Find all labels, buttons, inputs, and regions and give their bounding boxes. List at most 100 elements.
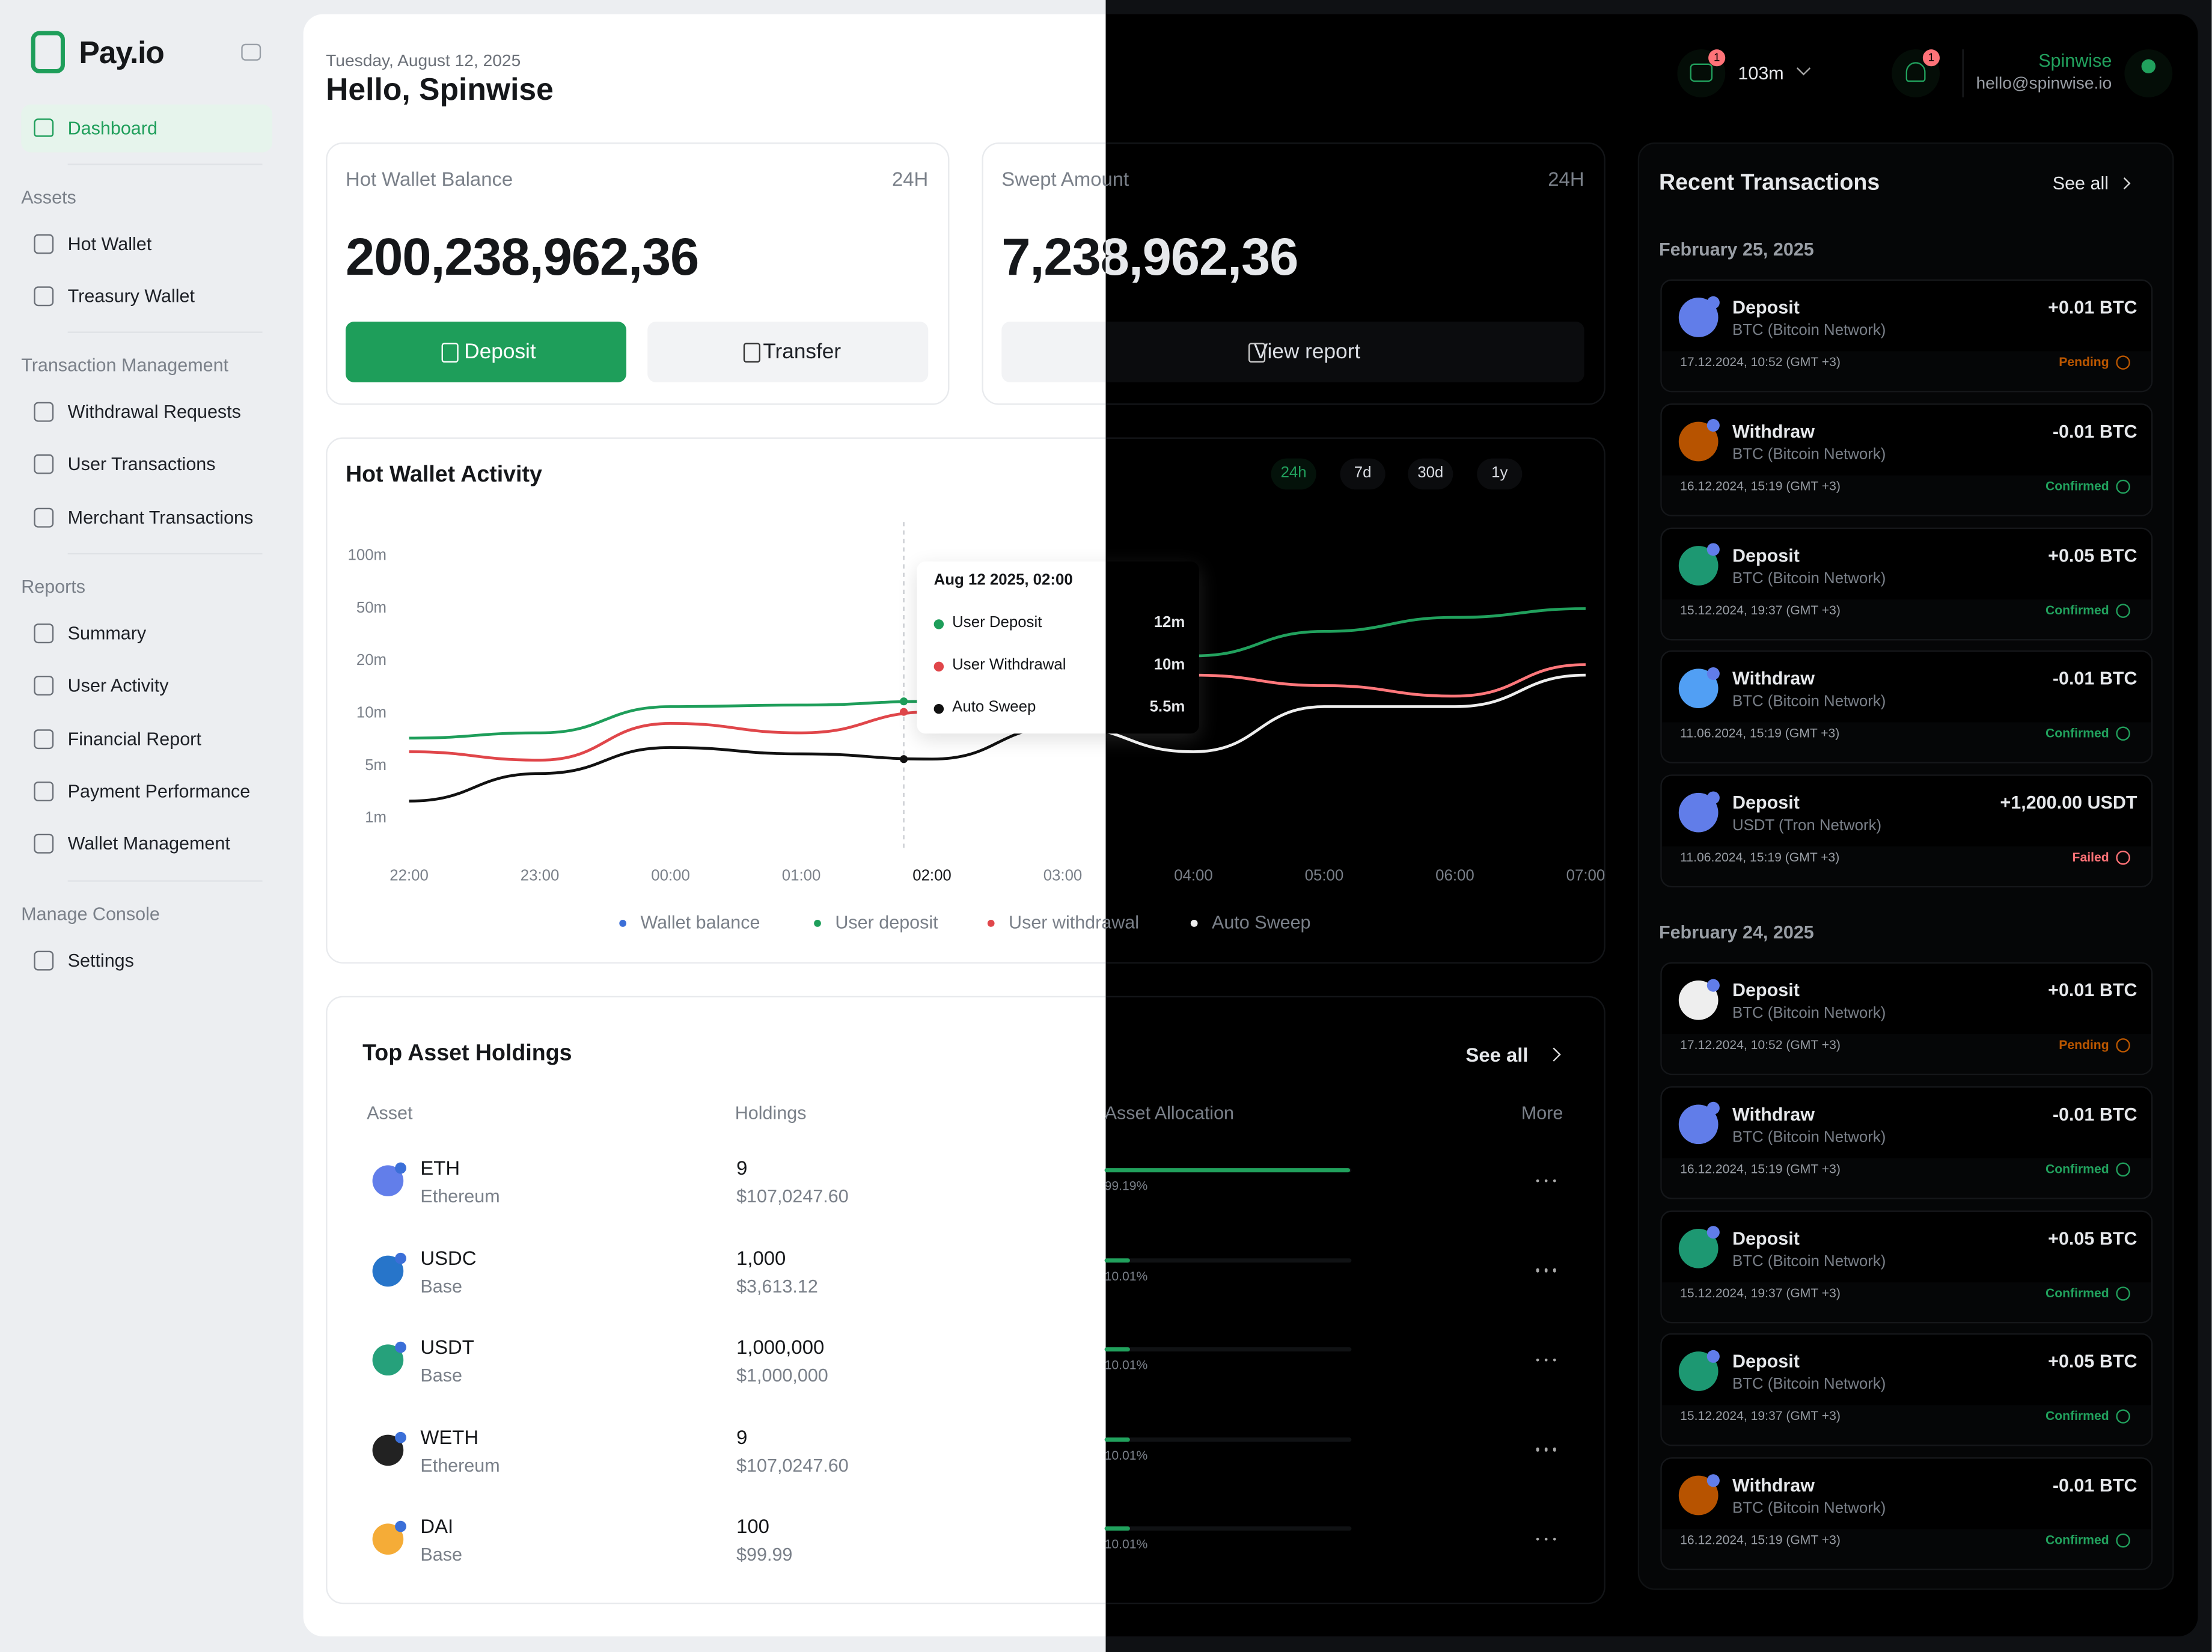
- transaction-time: 16.12.2024, 15:19 (GMT +3): [1680, 1161, 1841, 1176]
- transaction-amount: +0.05 BTC: [2048, 544, 2137, 566]
- collapse-button[interactable]: [241, 43, 261, 61]
- badge-count: 1: [1928, 50, 1935, 64]
- nav-icon: [34, 676, 54, 696]
- card-title: Top Asset Holdings: [362, 1041, 572, 1066]
- button[interactable]: [345, 322, 627, 382]
- brand: Pay.io: [79, 35, 164, 70]
- x-tick-label: 05:00: [1305, 867, 1344, 884]
- nav-item[interactable]: Summary: [67, 622, 147, 644]
- transaction-type: Withdraw: [1732, 668, 1815, 690]
- more-dot: [1536, 1268, 1540, 1273]
- period-select[interactable]: 103m: [1738, 62, 1784, 84]
- transaction-time: 15.12.2024, 19:37 (GMT +3): [1680, 1409, 1841, 1424]
- holding-usd: $3,613.12: [736, 1274, 818, 1296]
- see-all[interactable]: See all: [2052, 172, 2109, 194]
- network-badge: [395, 1162, 406, 1174]
- see-all[interactable]: See all: [1465, 1043, 1529, 1066]
- allocation-label: 10.01%: [1104, 1357, 1148, 1372]
- button-label[interactable]: View report: [1253, 340, 1361, 364]
- transaction-network: BTC (Bitcoin Network): [1732, 322, 1886, 340]
- x-tick-label: 22:00: [390, 867, 429, 884]
- x-tick-label: 06:00: [1435, 867, 1474, 884]
- x-tick-label: 02:00: [912, 867, 952, 884]
- nav-item[interactable]: Payment Performance: [67, 780, 251, 802]
- transaction-amount: +0.05 BTC: [2048, 1227, 2137, 1249]
- section-title: Manage Console: [21, 903, 160, 925]
- section-title: Reports: [21, 575, 86, 598]
- nav-item[interactable]: User Activity: [67, 675, 169, 697]
- transaction-time: 16.12.2024, 15:19 (GMT +3): [1680, 479, 1841, 493]
- x-tick-label: 01:00: [782, 867, 821, 884]
- transaction-status: Confirmed: [2045, 1409, 2109, 1424]
- transaction-amount: -0.01 BTC: [2052, 1475, 2137, 1496]
- divider: [67, 164, 263, 165]
- button-label[interactable]: Transfer: [763, 340, 842, 364]
- status-icon: [2116, 1286, 2130, 1300]
- badge-count: 1: [1713, 50, 1720, 64]
- transaction-network: BTC (Bitcoin Network): [1732, 1128, 1886, 1146]
- network-badge: [1706, 1473, 1719, 1487]
- allocation-bar: [1104, 1168, 1349, 1173]
- transaction-status: Pending: [2059, 1038, 2109, 1052]
- tooltip-value: 5.5m: [1149, 699, 1185, 716]
- button[interactable]: [647, 322, 929, 382]
- card-title: Swept Amount: [1001, 167, 1129, 190]
- tooltip-value: 12m: [1153, 614, 1185, 631]
- transaction-time: 17.12.2024, 10:52 (GMT +3): [1680, 355, 1841, 369]
- nav-item[interactable]: Dashboard: [67, 117, 157, 139]
- section-title: Transaction Management: [21, 354, 229, 376]
- holding-amount: 9: [736, 1425, 748, 1448]
- nav-item[interactable]: Settings: [67, 949, 134, 971]
- y-tick-label: 10m: [356, 705, 386, 721]
- nav-item[interactable]: Merchant Transactions: [67, 506, 254, 528]
- transaction-status: Pending: [2059, 355, 2109, 369]
- holding-usd: $1,000,000: [736, 1364, 828, 1386]
- nav-item[interactable]: Wallet Management: [67, 833, 230, 854]
- holding-amount: 9: [736, 1156, 748, 1179]
- nav-item[interactable]: Withdrawal Requests: [67, 400, 241, 423]
- transaction-amount: +0.01 BTC: [2048, 979, 2137, 1001]
- asset-network: Base: [420, 1543, 462, 1565]
- allocation-bar: [1104, 1526, 1129, 1531]
- nav-item[interactable]: Financial Report: [67, 727, 201, 749]
- nav-icon: [34, 454, 54, 475]
- card-period: 24H: [1548, 167, 1584, 190]
- legend-label: User deposit: [835, 911, 938, 933]
- range-label[interactable]: 7d: [1354, 465, 1372, 482]
- hover-point: [900, 755, 908, 763]
- network-badge: [1706, 667, 1719, 680]
- card-amount: 200,238,962,36: [345, 228, 699, 286]
- allocation-label: 10.01%: [1104, 1268, 1148, 1283]
- transaction-network: BTC (Bitcoin Network): [1732, 1376, 1886, 1394]
- asset-network: Base: [420, 1274, 462, 1296]
- asset-symbol: USDC: [420, 1246, 477, 1268]
- network-badge: [395, 1341, 406, 1353]
- range-label[interactable]: 24h: [1280, 465, 1307, 482]
- nav-active-bg[interactable]: [21, 104, 272, 153]
- allocation-label: 99.19%: [1104, 1178, 1148, 1193]
- nav-item[interactable]: User Transactions: [67, 453, 216, 475]
- more-dot: [1553, 1268, 1557, 1273]
- range-label[interactable]: 1y: [1491, 465, 1508, 482]
- asset-network: Ethereum: [420, 1185, 500, 1207]
- legend-dot: [619, 919, 626, 926]
- nav-item[interactable]: Hot Wallet: [67, 233, 152, 254]
- transaction-time: 15.12.2024, 19:37 (GMT +3): [1680, 1285, 1841, 1300]
- holding-amount: 1,000,000: [736, 1335, 825, 1358]
- card-amount: 7,238,962,36: [1001, 228, 1298, 286]
- nav-item[interactable]: Treasury Wallet: [67, 286, 195, 307]
- asset-symbol: DAI: [420, 1514, 454, 1537]
- transaction-status: Confirmed: [2045, 602, 2109, 617]
- transaction-network: BTC (Bitcoin Network): [1732, 446, 1886, 463]
- status-icon: [2116, 603, 2130, 617]
- legend-label: User withdrawal: [1009, 911, 1140, 933]
- transaction-amount: +0.05 BTC: [2048, 1351, 2137, 1372]
- hover-point: [900, 697, 908, 706]
- holding-amount: 1,000: [736, 1246, 786, 1268]
- tooltip-name: User Deposit: [952, 614, 1042, 631]
- button-label[interactable]: Deposit: [464, 340, 536, 364]
- group-date: February 25, 2025: [1658, 239, 1814, 260]
- range-label[interactable]: 30d: [1417, 465, 1444, 482]
- transaction-amount: +1,200.00 USDT: [2000, 792, 2137, 813]
- wallet-icon: [1690, 63, 1713, 82]
